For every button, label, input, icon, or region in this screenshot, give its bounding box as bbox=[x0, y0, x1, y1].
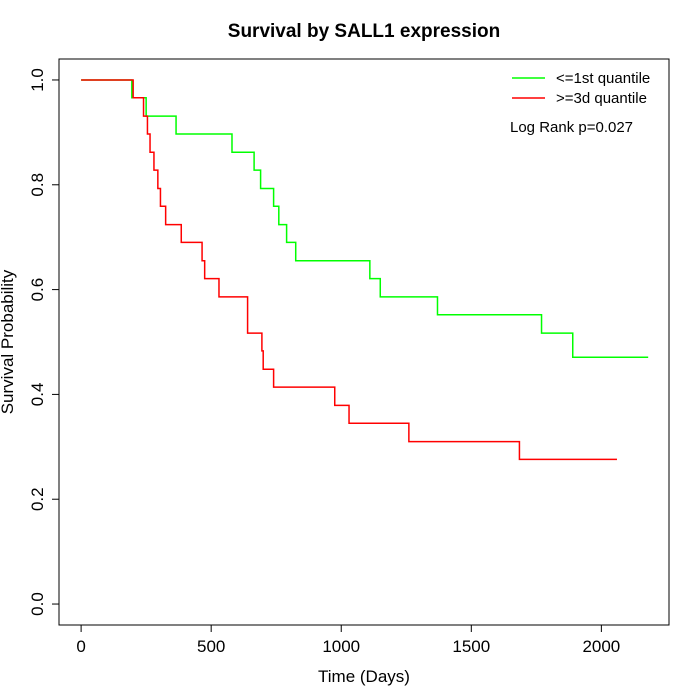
log-rank-annotation: Log Rank p=0.027 bbox=[510, 119, 633, 136]
y-tick-label: 0.6 bbox=[28, 278, 47, 302]
y-tick-label: 0.8 bbox=[28, 173, 47, 197]
x-tick-label: 1500 bbox=[452, 637, 490, 656]
survival-curve-series-1 bbox=[81, 79, 649, 358]
y-tick-label: 0.2 bbox=[28, 487, 47, 511]
y-axis-label: Survival Probability bbox=[0, 269, 17, 414]
y-tick-label: 0.0 bbox=[28, 592, 47, 616]
x-axis: 0 500 1000 1500 2000 bbox=[76, 624, 620, 656]
legend-label: >=3d quantile bbox=[556, 90, 647, 107]
legend: <=1st quantile >=3d quantile bbox=[512, 70, 650, 107]
x-tick-label: 1000 bbox=[322, 637, 360, 656]
survival-curves bbox=[81, 79, 649, 461]
survival-curve-series-2 bbox=[81, 79, 617, 461]
x-tick-label: 500 bbox=[197, 637, 225, 656]
y-tick-label: 0.4 bbox=[28, 383, 47, 407]
x-axis-label: Time (Days) bbox=[318, 667, 410, 686]
x-tick-label: 2000 bbox=[582, 637, 620, 656]
y-tick-label: 1.0 bbox=[28, 68, 47, 92]
y-axis: 0.0 0.2 0.4 0.6 0.8 1.0 bbox=[28, 68, 60, 616]
legend-label: <=1st quantile bbox=[556, 70, 650, 87]
x-tick-label: 0 bbox=[76, 637, 85, 656]
chart-title: Survival by SALL1 expression bbox=[228, 21, 500, 42]
